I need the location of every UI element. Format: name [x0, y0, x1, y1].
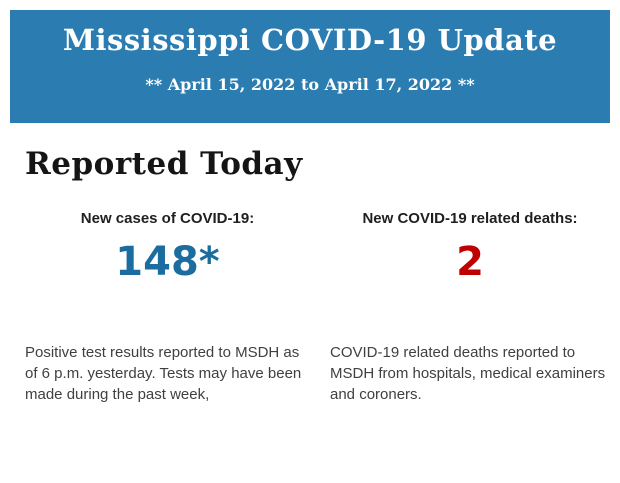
section-title-reported-today: Reported Today	[25, 146, 303, 182]
new-deaths-value: 2	[456, 239, 484, 285]
date-range-subtitle: ** April 15, 2022 to April 17, 2022 **	[145, 74, 475, 94]
newsletter-title: Mississippi COVID-19 Update	[62, 23, 558, 57]
header-banner: Mississippi COVID-19 Update ** April 15,…	[10, 10, 610, 123]
stats-row: New cases of COVID-19: 148* Positive tes…	[25, 210, 620, 405]
new-cases-value: 148*	[115, 239, 220, 285]
new-deaths-label: New COVID-19 related deaths:	[362, 210, 578, 227]
stat-column-new-cases: New cases of COVID-19: 148* Positive tes…	[25, 210, 310, 405]
stat-column-new-deaths: New COVID-19 related deaths: 2 COVID-19 …	[330, 210, 610, 405]
new-cases-description: Positive test results reported to MSDH a…	[25, 344, 302, 403]
new-deaths-description: COVID-19 related deaths reported to MSDH…	[330, 344, 606, 403]
new-cases-label: New cases of COVID-19:	[80, 210, 255, 227]
